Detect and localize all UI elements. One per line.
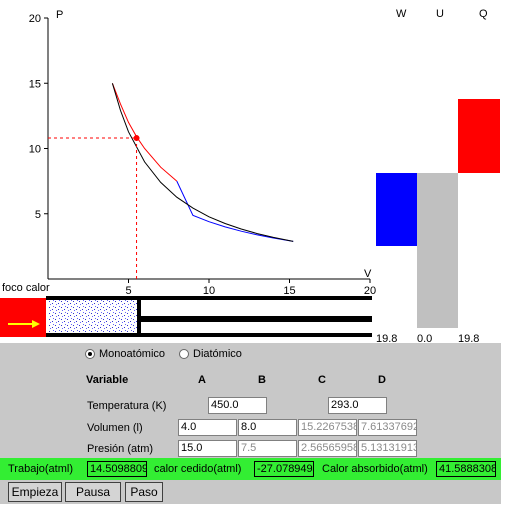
y-tick-label: 10 (29, 144, 41, 156)
volume-a-input[interactable]: 4.0 (178, 419, 237, 436)
heat-absorbed-value: 41.5888308 (436, 461, 496, 477)
cylinder-apparatus (0, 296, 372, 337)
gas-chamber (48, 300, 138, 333)
bar-header-w: W (396, 8, 407, 20)
pressure-c-field: 2.56565958 (298, 440, 357, 457)
monoatomic-label: Monoatómico (99, 348, 166, 360)
column-c-header: C (318, 374, 326, 386)
step-button[interactable]: Paso (125, 482, 163, 502)
pressure-b-field: 7.5 (238, 440, 297, 457)
x-tick-label: 10 (203, 285, 215, 297)
pressure-d-field: 5.13131913 (358, 440, 417, 457)
pv-chart: 5 10 15 20 5 10 15 20 P V (29, 9, 376, 297)
volume-label: Volumen (l) (87, 422, 143, 434)
volume-b-input[interactable]: 8.0 (238, 419, 297, 436)
monoatomic-radio[interactable] (85, 349, 95, 359)
control-panel: Monoatómico Diatómico Variable A B C D T… (0, 343, 501, 458)
process-curve-2 (176, 180, 294, 242)
heat-released-value: -27.0789494 (254, 461, 314, 477)
internal-energy-value-label: 0.0 (417, 333, 432, 345)
current-state-point (133, 135, 140, 142)
heat-value-label: 19.8 (458, 333, 479, 345)
volume-d-field: 7.61337692 (358, 419, 417, 436)
button-bar: Empieza Pausa Paso (0, 480, 501, 504)
column-d-header: D (378, 374, 386, 386)
y-tick-label: 5 (35, 209, 41, 221)
x-tick-label: 5 (125, 285, 131, 297)
bar-header-q: Q (479, 8, 488, 20)
work-label: Trabajo(atml) (8, 463, 73, 475)
work-value: 14.5098809 (87, 461, 147, 477)
heat-released-label: calor cedido(atml) (154, 463, 242, 475)
results-bar: Trabajo(atml) 14.5098809 calor cedido(at… (0, 458, 501, 480)
pause-button[interactable]: Pausa (65, 482, 121, 502)
pressure-label: Presión (atm) (87, 443, 154, 455)
piston[interactable] (137, 298, 141, 337)
temperature-label: Temperatura (K) (87, 400, 167, 412)
x-tick-label: 15 (283, 285, 295, 297)
diatomic-radio[interactable] (179, 349, 189, 359)
column-a-header: A (198, 374, 206, 386)
process-curve-3 (111, 83, 294, 242)
pressure-a-input[interactable]: 15.0 (178, 440, 237, 457)
diatomic-label: Diatómico (193, 348, 242, 360)
process-curve-1 (111, 83, 178, 182)
x-axis-label: V (364, 268, 372, 280)
volume-c-field: 15.2267538 (298, 419, 357, 436)
heat-bar (458, 99, 500, 173)
heat-absorbed-label: Calor absorbido(atml) (322, 463, 428, 475)
heat-reservoir-label: foco calor (2, 282, 50, 294)
internal-energy-bar (417, 173, 458, 328)
work-value-label: 19.8 (376, 333, 397, 345)
bar-header-u: U (436, 8, 444, 20)
piston-rod (141, 316, 372, 322)
y-axis-label: P (56, 9, 63, 21)
work-bar (376, 173, 417, 246)
x-tick-label: 20 (364, 285, 376, 297)
temperature-c-input[interactable]: 293.0 (328, 397, 387, 414)
energy-bars: W U Q 19.8 0.0 19.8 (376, 8, 500, 345)
start-button[interactable]: Empieza (8, 482, 62, 502)
heat-flow-arrow-icon (8, 320, 40, 328)
y-tick-label: 15 (29, 78, 41, 90)
y-tick-label: 20 (29, 13, 41, 25)
variable-header: Variable (86, 374, 129, 386)
column-b-header: B (258, 374, 266, 386)
temperature-a-input[interactable]: 450.0 (208, 397, 267, 414)
heat-reservoir (0, 298, 46, 337)
